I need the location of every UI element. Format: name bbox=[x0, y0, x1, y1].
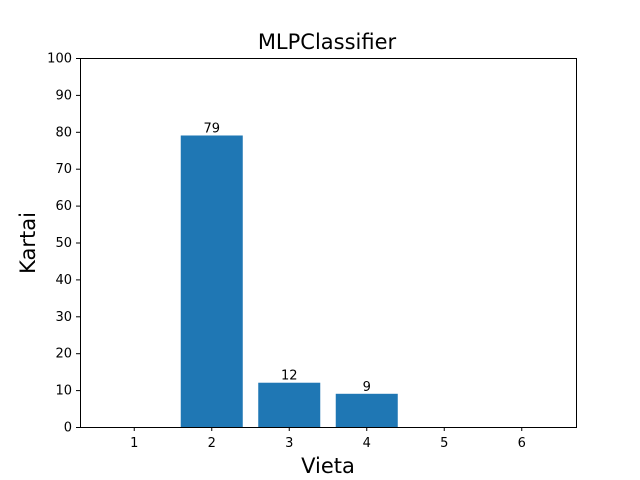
y-tick-label: 30 bbox=[55, 310, 72, 325]
x-tick-label: 3 bbox=[285, 436, 293, 451]
x-tick-label: 2 bbox=[208, 436, 216, 451]
bar-value-label: 79 bbox=[203, 121, 220, 136]
axes-frame bbox=[80, 58, 577, 428]
y-tick-label: 100 bbox=[47, 52, 72, 67]
x-axis-label: Vieta bbox=[301, 454, 355, 478]
x-tick-label: 1 bbox=[130, 436, 138, 451]
y-tick-label: 80 bbox=[55, 125, 72, 140]
bar-value-label: 12 bbox=[281, 369, 298, 384]
y-axis-label: Kartai bbox=[16, 212, 40, 274]
y-tick-label: 90 bbox=[55, 88, 72, 103]
y-tick-label: 20 bbox=[55, 347, 72, 362]
y-tick-label: 50 bbox=[55, 236, 72, 251]
x-tick-label: 4 bbox=[363, 436, 371, 451]
y-tick-label: 10 bbox=[55, 384, 72, 399]
y-tick-label: 0 bbox=[64, 421, 72, 436]
x-tick-label: 6 bbox=[518, 436, 526, 451]
chart-title: MLPClassifier bbox=[258, 30, 397, 54]
x-tick-label: 5 bbox=[440, 436, 448, 451]
bar bbox=[258, 382, 321, 427]
bar bbox=[180, 135, 243, 428]
y-tick-label: 70 bbox=[55, 162, 72, 177]
y-tick-label: 40 bbox=[55, 273, 72, 288]
y-tick-label: 60 bbox=[55, 199, 72, 214]
bar bbox=[335, 393, 398, 427]
bar-value-label: 9 bbox=[363, 380, 371, 395]
